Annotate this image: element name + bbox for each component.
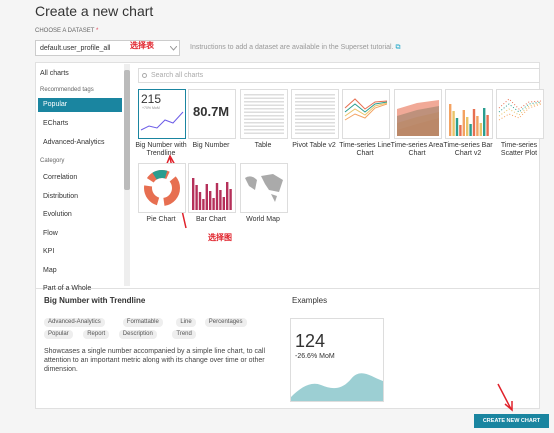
chevron: [170, 46, 177, 51]
thumb-art: [295, 94, 335, 134]
detail-tag: Percentages: [204, 318, 247, 327]
chart-label: Pie Chart: [146, 216, 176, 223]
example-value: 124: [295, 331, 326, 351]
example-image: 124 -26.6% MoM: [290, 318, 384, 402]
sidebar-heading: Category: [40, 158, 65, 164]
thumb-art: [144, 170, 180, 206]
thumb-number: 215: [141, 92, 162, 106]
chart-label: Time-series Scatter Plot: [500, 142, 538, 157]
detail-tag: Line: [176, 318, 196, 327]
sidebar-tag[interactable]: ECharts: [38, 117, 122, 131]
chart-thumbnail[interactable]: [394, 89, 442, 139]
chart-thumbnail[interactable]: [188, 163, 236, 213]
thumb-art: [244, 94, 284, 134]
dataset-label: CHOOSE A DATASET *: [35, 28, 98, 34]
page-title: Create a new chart: [35, 3, 154, 19]
detail-tag: Popular: [44, 330, 73, 339]
tag-label: ECharts: [43, 120, 69, 127]
chart-thumbnail[interactable]: [240, 89, 288, 139]
divider: [36, 288, 539, 289]
search[interactable]: Search all charts: [138, 68, 540, 83]
label: CHOOSE A DATASET: [35, 28, 95, 34]
sidebar-category[interactable]: Distribution: [43, 192, 79, 200]
chart-label: Time-series Bar Chart v2: [443, 142, 493, 157]
thumb-art: [245, 174, 283, 202]
sidebar-category[interactable]: Correlation: [43, 174, 78, 181]
chart-thumbnail[interactable]: 80.7M: [188, 89, 236, 139]
example-change: -26.6% MoM: [295, 353, 335, 360]
thumb-art: [140, 111, 184, 131]
sidebar-category[interactable]: Map: [43, 266, 57, 274]
chart-label: Time-series Area Chart: [390, 142, 444, 157]
sidebar-category[interactable]: Evolution: [43, 211, 72, 218]
chart-label: Big Number: [192, 142, 230, 149]
search-placeholder: Search all charts: [151, 72, 204, 79]
annotation: 选择表: [130, 41, 154, 50]
hint-text: Instructions to add a dataset are availa…: [190, 44, 394, 51]
select-value: default.user_profile_all: [40, 45, 111, 52]
thumb-art: [397, 100, 439, 136]
details-title: Big Number with Trendline: [44, 296, 146, 305]
required: *: [96, 28, 99, 34]
examples-title: Examples: [292, 296, 328, 305]
thumb-art: [449, 104, 489, 136]
scrollbar: [124, 64, 130, 286]
sidebar-tag[interactable]: Popular: [38, 98, 122, 112]
chart-label: Pivot Table v2: [292, 142, 336, 149]
sidebar-category[interactable]: Part of a Whole: [43, 285, 92, 292]
sidebar-category[interactable]: KPI: [43, 248, 55, 255]
chart-label: Time-series Line Chart: [339, 142, 391, 157]
thumb-art: [344, 98, 388, 121]
chart-thumbnail[interactable]: 215 +70% MoM: [138, 89, 186, 139]
chart-label: Big Number with Trendline: [135, 142, 187, 157]
dataset-select[interactable]: default.user_profile_all: [35, 40, 180, 56]
chart-thumbnail[interactable]: [138, 163, 186, 213]
detail-tag: Advanced-Analytics: [44, 318, 105, 327]
annotation: 选择图: [208, 233, 232, 242]
thumb-sub: +70% MoM: [142, 106, 160, 110]
tag-label: Popular: [43, 101, 68, 108]
detail-tag: Formattable: [122, 318, 163, 327]
chart-thumbnail[interactable]: [496, 89, 544, 139]
detail-tag: Report: [83, 330, 110, 339]
chart-thumbnail[interactable]: [342, 89, 390, 139]
sidebar-category[interactable]: Flow: [43, 229, 58, 237]
chart-label: World Map: [246, 216, 280, 223]
sidebar-tag[interactable]: Advanced-Analytics: [38, 136, 122, 150]
hint: Instructions to add a dataset are availa…: [190, 44, 401, 51]
chart-thumbnail[interactable]: [445, 89, 493, 139]
tag-label: Advanced-Analytics: [43, 139, 105, 146]
sidebar-item[interactable]: All charts: [40, 70, 69, 77]
chart-thumbnail[interactable]: [240, 163, 288, 213]
detail-tag: Description: [118, 330, 157, 339]
sidebar-heading: Recommended tags: [40, 87, 94, 93]
chart-label: Table: [254, 142, 272, 149]
chart-thumbnail[interactable]: [291, 89, 339, 139]
detail-tag: Trend: [172, 330, 196, 339]
description: Showcases a single number accompanied by…: [44, 348, 266, 373]
thumb-number: 80.7M: [193, 104, 230, 119]
chart-label: Bar Chart: [196, 216, 226, 223]
create-button[interactable]: CREATE NEW CHART: [474, 414, 549, 428]
thumb-art: [192, 178, 232, 210]
thumb-art: [498, 98, 542, 121]
